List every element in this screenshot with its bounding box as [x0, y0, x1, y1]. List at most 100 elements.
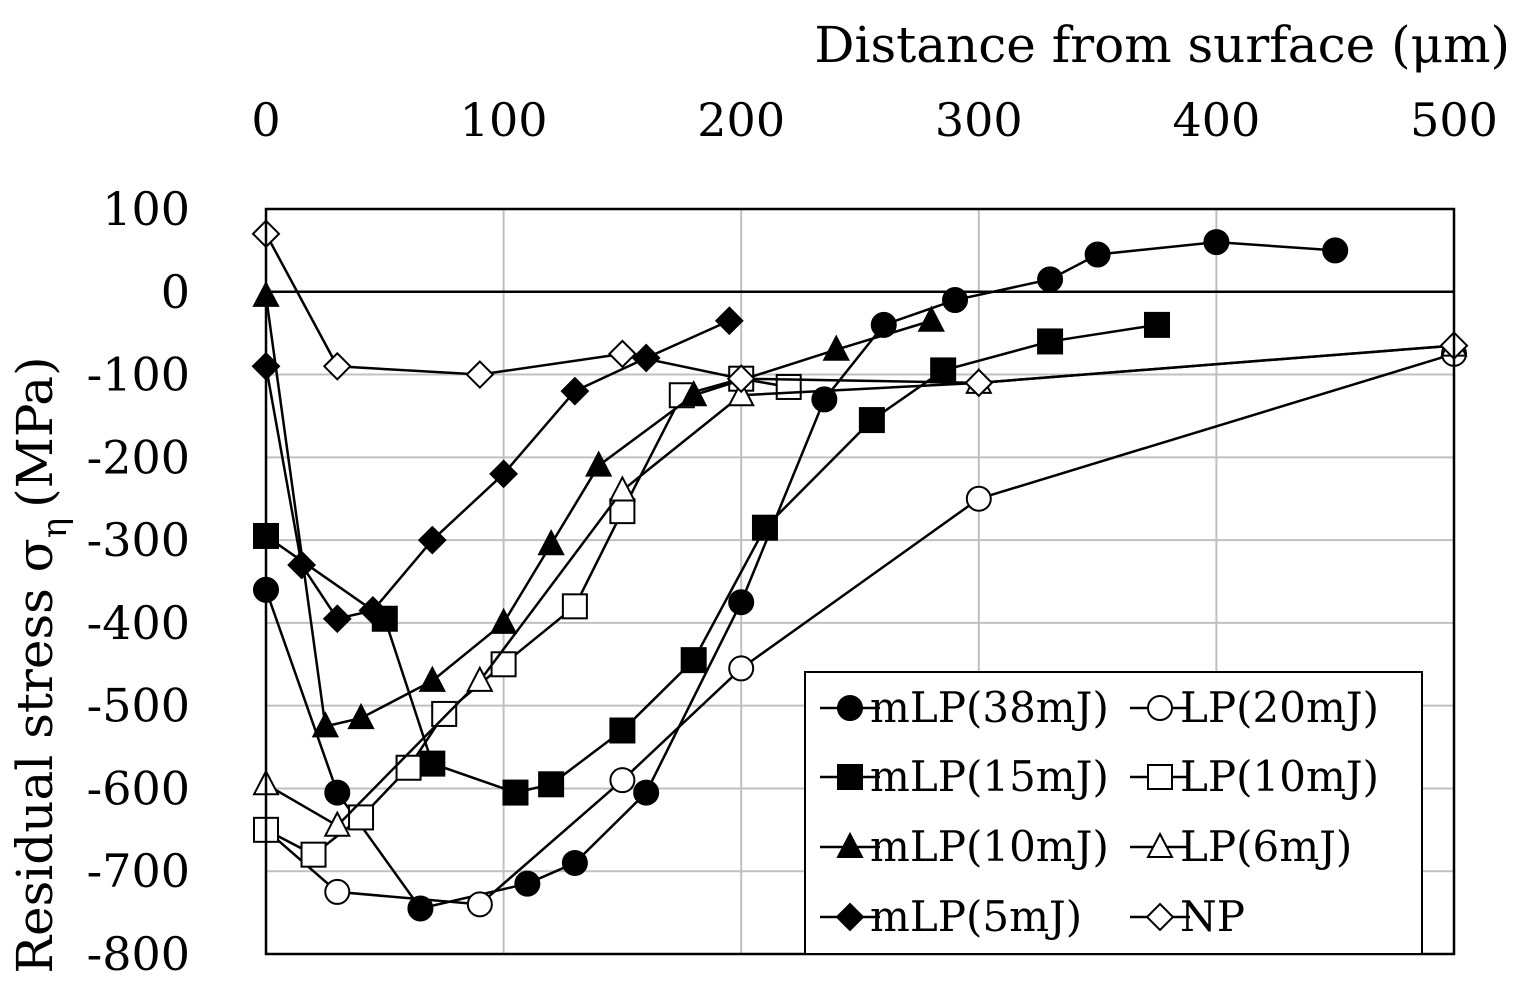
data-point-mlp-15mj: [858, 407, 885, 434]
data-point-lp-20mj: [728, 655, 755, 682]
y-axis-title-subscript: η: [35, 518, 75, 538]
y-axis-title-main: Residual stress σ: [6, 538, 64, 973]
data-point-lp-6mj: [466, 665, 494, 692]
y-tick-label: -400: [87, 596, 190, 650]
data-point-mlp-10mj: [917, 305, 945, 332]
y-axis-title-unit: (MPa): [6, 356, 64, 507]
y-axis-title: Residual stress ση (MPa): [6, 356, 75, 973]
data-point-mlp-10mj: [418, 665, 446, 692]
data-point-mlp-38mj: [324, 779, 351, 806]
data-point-mlp-10mj: [311, 711, 340, 738]
data-point-lp-20mj: [609, 767, 636, 794]
data-point-mlp-38mj: [1203, 229, 1230, 256]
legend-label: NP: [1180, 892, 1245, 941]
data-point-mlp-38mj: [942, 287, 969, 314]
data-point-mlp-5mj: [489, 459, 519, 489]
legend-marker-lp-20mj: [1147, 695, 1173, 721]
data-point-mlp-15mj: [609, 717, 636, 744]
y-tick-label: -700: [87, 844, 190, 898]
data-point-lp-10mj: [300, 841, 327, 868]
data-point-np: [465, 360, 495, 389]
data-point-mlp-15mj: [502, 779, 529, 806]
y-tick-label: -100: [87, 348, 190, 402]
data-point-lp-10mj: [490, 651, 517, 678]
legend-label: mLP(5mJ): [870, 892, 1082, 941]
data-point-mlp-38mj: [514, 870, 541, 897]
series-mlp-5mj: [251, 306, 744, 634]
data-point-mlp-10mj: [584, 450, 613, 477]
legend-marker-mlp-5mj: [835, 902, 865, 932]
x-tick-label: 200: [697, 93, 785, 147]
data-point-lp-6mj: [323, 810, 351, 837]
legend-marker-np: [1145, 902, 1175, 932]
legend-entry-mlp-10mj: mLP(10mJ): [820, 822, 1109, 871]
legend-entry-mlp-15mj: mLP(15mJ): [820, 752, 1109, 801]
x-tick-label: 300: [935, 93, 1023, 147]
data-point-mlp-38mj: [1084, 241, 1111, 268]
legend-marker-mlp-38mj: [837, 695, 863, 721]
data-point-mlp-15mj: [1144, 311, 1170, 338]
data-point-lp-6mj: [608, 475, 637, 502]
data-point-lp-10mj: [561, 593, 588, 620]
legend-label: mLP(10mJ): [870, 822, 1109, 871]
data-point-lp-10mj: [431, 700, 458, 727]
data-point-mlp-15mj: [1037, 328, 1064, 355]
data-point-mlp-15mj: [680, 647, 707, 674]
y-tick-label: -600: [87, 761, 190, 815]
y-tick-label: -500: [87, 679, 190, 733]
legend-entry-lp-10mj: LP(10mJ): [1130, 752, 1379, 801]
legend: mLP(38mJ) LP(20mJ) mLP(15mJ) LP(10mJ) mLP(10…: [804, 671, 1423, 955]
data-point-mlp-38mj: [633, 779, 660, 806]
data-point-lp-20mj: [324, 878, 351, 905]
legend-entry-np: NP: [1130, 892, 1245, 941]
data-point-mlp-5mj: [322, 604, 352, 634]
data-point-mlp-5mj: [287, 550, 317, 580]
series-mlp-15mj: [253, 311, 1170, 806]
y-tick-label: 0: [161, 265, 190, 319]
data-point-np: [607, 339, 637, 369]
data-point-mlp-5mj: [560, 376, 590, 406]
legend-label: LP(6mJ): [1180, 822, 1352, 871]
series-line-np: [264, 233, 1455, 385]
x-tick-labels: 0 100 200 300 400 500: [251, 93, 1498, 147]
data-point-mlp-38mj: [561, 849, 588, 876]
data-point-np: [322, 351, 352, 381]
x-tick-label: 100: [460, 93, 548, 147]
series-mlp-38mj: [253, 229, 1349, 922]
x-tick-label: 500: [1410, 93, 1498, 147]
legend-box: [804, 671, 1423, 955]
x-axis-title: Distance from surface (μm): [814, 16, 1510, 74]
legend-marker-mlp-10mj: [836, 831, 864, 858]
series-line-mlp-10mj: [264, 295, 932, 728]
data-point-mlp-5mj: [358, 596, 388, 625]
legend-marker-lp-6mj: [1146, 831, 1174, 858]
data-point-mlp-10mj: [537, 529, 565, 556]
series-mlp-10mj: [252, 280, 945, 738]
data-point-lp-20mj: [466, 891, 493, 918]
legend-entry-lp-6mj: LP(6mJ): [1130, 822, 1352, 871]
data-point-mlp-10mj: [489, 607, 518, 634]
data-point-mlp-15mj: [538, 771, 565, 798]
data-point-mlp-15mj: [751, 514, 778, 541]
y-tick-labels: 100 0 -100 -200 -300 -400 -500 -600 -700 -800: [87, 182, 190, 981]
data-point-mlp-15mj: [419, 750, 446, 777]
data-point-mlp-38mj: [1322, 237, 1349, 264]
data-point-np: [964, 368, 994, 398]
data-point-mlp-10mj: [347, 702, 375, 730]
data-point-mlp-5mj: [417, 525, 447, 555]
data-point-mlp-38mj: [811, 386, 838, 413]
data-point-lp-6mj: [727, 380, 755, 407]
legend-label: mLP(38mJ): [870, 683, 1109, 732]
legend-label: LP(10mJ): [1180, 752, 1379, 801]
data-point-mlp-38mj: [1037, 266, 1064, 293]
y-tick-label: -200: [87, 430, 190, 484]
legend-marker-lp-10mj: [1147, 764, 1173, 790]
data-point-mlp-38mj: [728, 589, 755, 616]
legend-entry-lp-20mj: LP(20mJ): [1130, 683, 1379, 732]
y-tick-label: -800: [87, 927, 190, 981]
data-point-lp-20mj: [965, 485, 992, 512]
legend-marker-mlp-15mj: [837, 764, 863, 790]
data-point-mlp-10mj: [822, 334, 850, 361]
x-tick-label: 0: [251, 93, 280, 147]
